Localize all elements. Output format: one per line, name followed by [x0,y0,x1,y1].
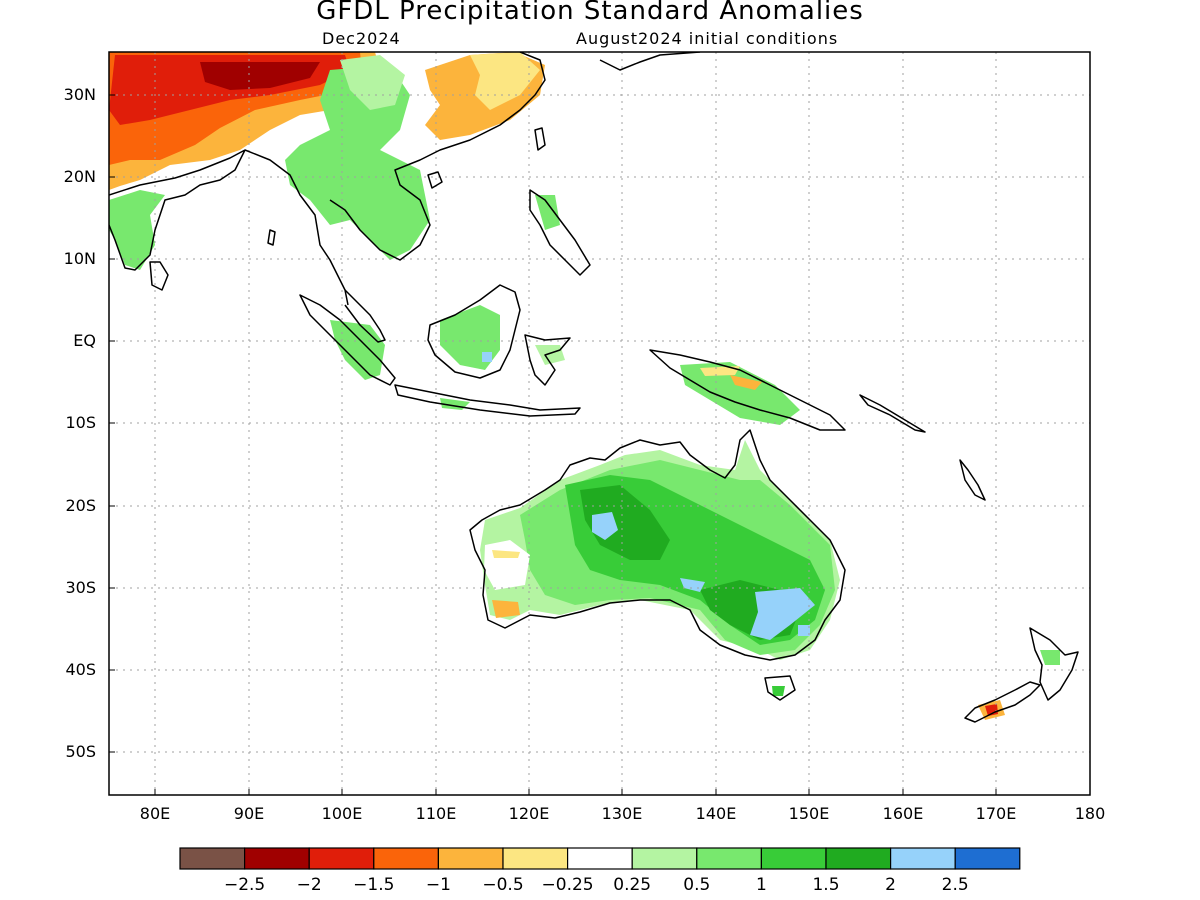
lon-label-160e: 160E [882,804,924,823]
anomaly-nz-red [985,704,998,716]
colorbar-label: −2 [297,875,322,895]
colorbar-label: −0.25 [542,875,594,895]
coast-japan [599,52,701,71]
anomaly-se-asia-green [285,65,430,260]
anomaly-new-guinea-yellow [700,366,740,376]
anomaly-australia-blue-se [750,588,815,640]
lat-label-10s: 10S [65,413,96,432]
colorbar-swatch [502,847,569,870]
coast-australia [469,429,846,661]
colorbar-swatch [566,847,633,870]
anomaly-tibet-red-inner [200,62,320,90]
lat-label-10n: 10N [63,249,96,268]
map-plot-area [109,52,1090,795]
coast-new-guinea [649,349,846,431]
anomaly-fields [109,52,1060,720]
coastlines [109,52,1079,723]
coast-tasmania [764,675,796,701]
colorbar-label: 0.5 [683,875,710,895]
colorbar-label: 1.5 [812,875,839,895]
lon-label-180: 180 [1074,804,1106,823]
lon-label-130e: 130E [601,804,643,823]
coast-philippines [529,189,591,276]
anomaly-tasmania-green [772,686,785,696]
anomaly-australia-blue-central [592,512,618,540]
colorbar-label: −1.5 [353,875,394,895]
lon-label-150e: 150E [788,804,830,823]
lon-label-80e: 80E [139,804,171,823]
colorbar-label: 0.25 [613,875,651,895]
colorbar-label: 1 [756,875,767,895]
page-title: GFDL Precipitation Standard Anomalies [316,0,864,26]
coast-solomons [859,394,926,433]
lon-label-90e: 90E [233,804,265,823]
lat-label-40s: 40S [65,660,96,679]
colorbar-swatch [631,847,698,870]
forecast-month: Dec2024 [322,29,401,48]
colorbar-swatch [244,847,310,870]
lon-label-170e: 170E [975,804,1017,823]
coast-india [109,149,246,271]
anomaly-australia-orange-sw [492,600,520,618]
coast-indochina [329,52,546,261]
lat-label-eq: EQ [73,331,96,350]
lat-label-30s: 30S [65,578,96,597]
colorbar-label: 2 [885,875,896,895]
lon-label-120e: 120E [508,804,550,823]
anomaly-sulawesi-green [535,345,565,365]
colorbar: −2.5 −2 −1.5 −1 −0.5 −0.25 0.25 0.5 1 1.5 2 2.5 [179,847,1021,895]
anomaly-borneo-blue [482,352,492,362]
colorbar-swatch [954,847,1021,870]
lat-label-30n: 30N [63,85,96,104]
lat-label-20n: 20N [63,167,96,186]
anomaly-australia-yellow-w [492,550,520,558]
initial-conditions-label: August2024 initial conditions [576,29,839,48]
colorbar-swatch [696,847,762,870]
colorbar-swatch [760,847,827,870]
lon-label-100e: 100E [321,804,363,823]
coast-sri-lanka [149,261,169,291]
colorbar-swatch [437,847,504,870]
colorbar-swatch [825,847,892,870]
coast-malay-peninsula [344,289,386,343]
colorbar-swatch [308,847,375,870]
anomaly-philippines-green [535,195,560,230]
anomaly-australia-blue-tiny [798,625,810,636]
coast-taiwan [534,127,546,151]
coast-nz-south [964,681,1041,723]
colorbar-label: −1 [426,875,451,895]
lon-label-110e: 110E [415,804,457,823]
colorbar-label: −2.5 [224,875,265,895]
coast-vanuatu-fiji [959,459,986,501]
colorbar-swatch [373,847,439,870]
colorbar-swatch [179,847,246,870]
coast-sulawesi [524,334,571,386]
coast-bangladesh-burma [244,149,349,306]
anomaly-nz-green [1040,650,1060,665]
colorbar-label: 2.5 [942,875,969,895]
coast-nz-north [1029,627,1079,701]
coast-nicobar [267,229,276,246]
anomaly-new-guinea-orange [730,375,762,390]
anomaly-new-guinea-green [680,362,800,425]
lat-label-20s: 20S [65,496,96,515]
coast-borneo [427,284,521,379]
colorbar-swatch [889,847,956,870]
anomaly-australia-darkgreen [580,485,670,560]
coast-sumatra [299,294,396,386]
graticule [109,52,1090,795]
anomaly-se-asia-lightgreen [340,55,405,110]
coast-hainan [427,171,443,189]
axis-ticks [109,94,997,795]
lon-label-140e: 140E [695,804,737,823]
lat-label-50s: 50S [65,742,96,761]
coast-java [394,384,581,417]
colorbar-label: −0.5 [482,875,523,895]
